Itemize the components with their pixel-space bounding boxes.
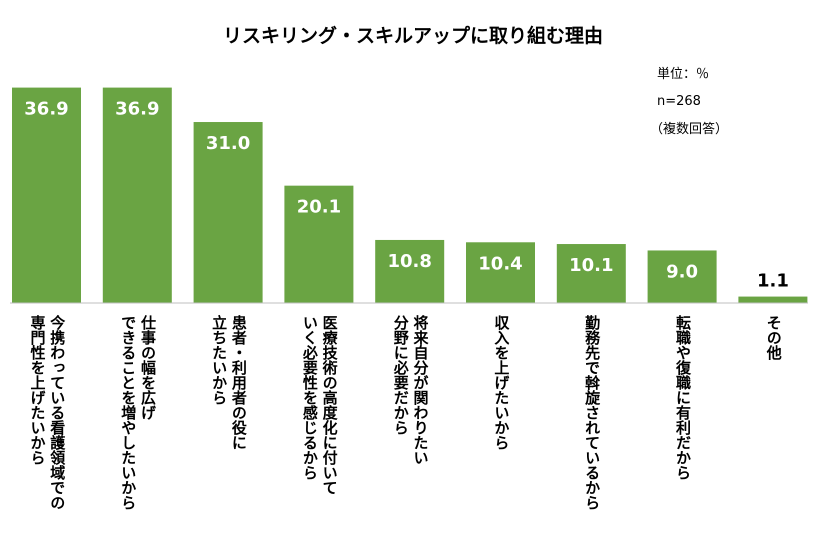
bar-value-label-5: 10.8 — [387, 251, 431, 272]
category-label-1: 今携わっている看護領域での 専門性を上げたいから — [6, 315, 87, 545]
bar-value-label-9: 1.1 — [757, 271, 789, 292]
category-label-5: 将来自分が関わりたい 分野に必要だから — [369, 315, 450, 545]
bar-value-label-3: 31.0 — [206, 133, 250, 154]
bar-2 — [102, 87, 172, 303]
value-labels-layer: 36.9 36.9 31.0 20.1 10.8 10.4 10.1 9.0 1.1 — [24, 99, 789, 292]
bar-value-label-1: 36.9 — [24, 99, 68, 120]
category-label-line: 分野に必要だから — [391, 315, 410, 435]
bar-7 — [556, 244, 626, 303]
category-label-line: いく必要性を感じるから — [300, 315, 319, 480]
category-label-line: 転職や復職に有利だから — [673, 315, 692, 480]
category-label-line: 立ちたいから — [210, 315, 229, 405]
category-label-line: できることを増やしたいから — [119, 315, 138, 510]
category-label-8: 転職や復職に有利だから — [642, 315, 723, 545]
category-label-4: 医療技術の高度化に付いて いく必要性を感じるから — [278, 315, 359, 545]
category-label-line: 専門性を上げたいから — [28, 315, 47, 465]
category-label-line: その他 — [764, 315, 783, 360]
bar-value-label-6: 10.4 — [478, 253, 522, 274]
category-label-3: 患者・利用者の役に 立ちたいから — [188, 315, 269, 545]
bar-value-label-8: 9.0 — [666, 261, 698, 282]
bar-value-label-2: 36.9 — [115, 99, 159, 120]
bar-value-label-4: 20.1 — [297, 197, 341, 218]
bars-layer — [12, 87, 808, 304]
multiple-answer-note: （複数回答） — [650, 121, 728, 137]
sample-size-note: n=268 — [657, 94, 701, 109]
category-label-line: 仕事の幅を広げ — [139, 315, 158, 420]
category-label-line: 今携わっている看護領域での — [48, 315, 67, 510]
bar-value-label-7: 10.1 — [569, 255, 613, 276]
bar-3 — [193, 122, 263, 304]
category-label-line: 勤務先で斡旋されているから — [583, 315, 602, 510]
category-label-9: その他 — [732, 315, 813, 545]
bar-1 — [12, 87, 81, 303]
category-label-7: 勤務先で斡旋されているから — [551, 315, 632, 545]
bar-8 — [647, 250, 717, 303]
category-label-line: 医療技術の高度化に付いて — [320, 315, 339, 495]
category-label-line: 収入を上げたいから — [492, 315, 511, 450]
category-label-2: 仕事の幅を広げ できることを増やしたいから — [97, 315, 178, 545]
chart-title: リスキリング・スキルアップに取り組む理由 — [223, 24, 603, 47]
bar-5 — [375, 239, 445, 303]
category-label-line: 将来自分が関わりたい — [411, 315, 430, 465]
unit-note: 単位：％ — [657, 66, 709, 82]
bar-9 — [738, 296, 808, 303]
category-label-6: 収入を上げたいから — [460, 315, 541, 545]
category-label-line: 患者・利用者の役に — [229, 315, 248, 450]
bar-6 — [466, 242, 535, 303]
bar-4 — [284, 185, 354, 303]
